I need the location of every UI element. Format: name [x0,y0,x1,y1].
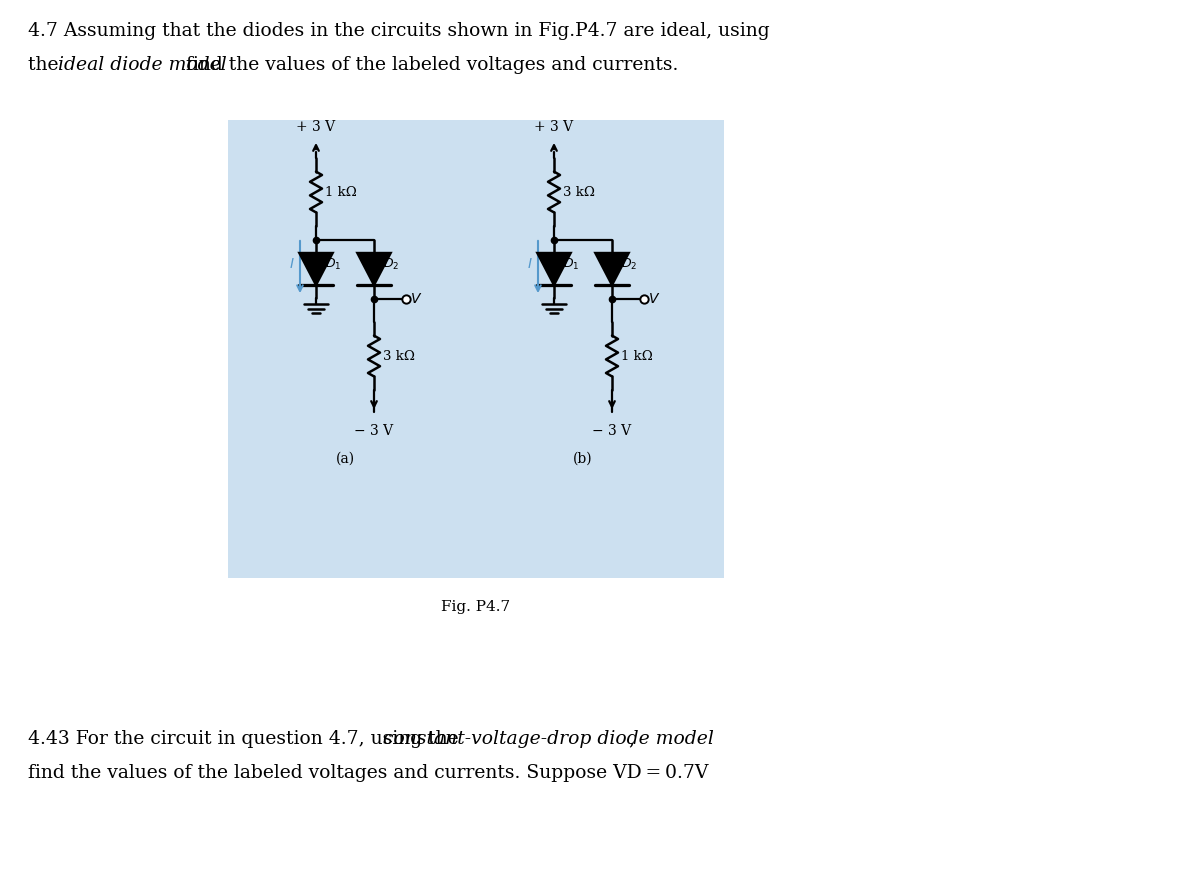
Text: $V$: $V$ [410,292,422,306]
Text: + 3 V: + 3 V [534,120,573,134]
Text: find the values of the labeled voltages and currents. Suppose VD = 0.7V: find the values of the labeled voltages … [27,764,708,782]
Text: 3 kΩ: 3 kΩ [563,185,595,198]
Text: 4.43 For the circuit in question 4.7, using the: 4.43 For the circuit in question 4.7, us… [27,730,465,748]
Text: $D_1$: $D_1$ [325,257,341,272]
Text: $D_2$: $D_2$ [621,257,638,272]
Text: $D_1$: $D_1$ [563,257,579,272]
Text: − 3 V: − 3 V [354,424,393,438]
Text: 3 kΩ: 3 kΩ [383,349,415,363]
Text: (b): (b) [573,452,592,466]
Text: 1 kΩ: 1 kΩ [325,185,356,198]
Text: 4.7 Assuming that the diodes in the circuits shown in Fig.P4.7 are ideal, using: 4.7 Assuming that the diodes in the circ… [27,22,770,40]
Text: ,: , [628,730,634,748]
Text: (a): (a) [335,452,354,466]
Text: + 3 V: + 3 V [297,120,336,134]
Text: constant-voltage-drop diode model: constant-voltage-drop diode model [383,730,714,748]
Polygon shape [538,253,571,285]
Polygon shape [358,253,391,285]
Text: − 3 V: − 3 V [592,424,632,438]
Text: find the values of the labeled voltages and currents.: find the values of the labeled voltages … [180,56,678,74]
Bar [228,120,724,578]
Text: ideal diode model: ideal diode model [58,56,226,74]
Text: $V$: $V$ [648,292,660,306]
Polygon shape [299,253,333,285]
Text: the: the [27,56,64,74]
Text: $D_2$: $D_2$ [383,257,399,272]
Text: Fig. P4.7: Fig. P4.7 [441,600,510,614]
Text: 1 kΩ: 1 kΩ [621,349,653,363]
Text: $I$: $I$ [527,257,533,271]
Text: $I$: $I$ [290,257,294,271]
Polygon shape [596,253,628,285]
